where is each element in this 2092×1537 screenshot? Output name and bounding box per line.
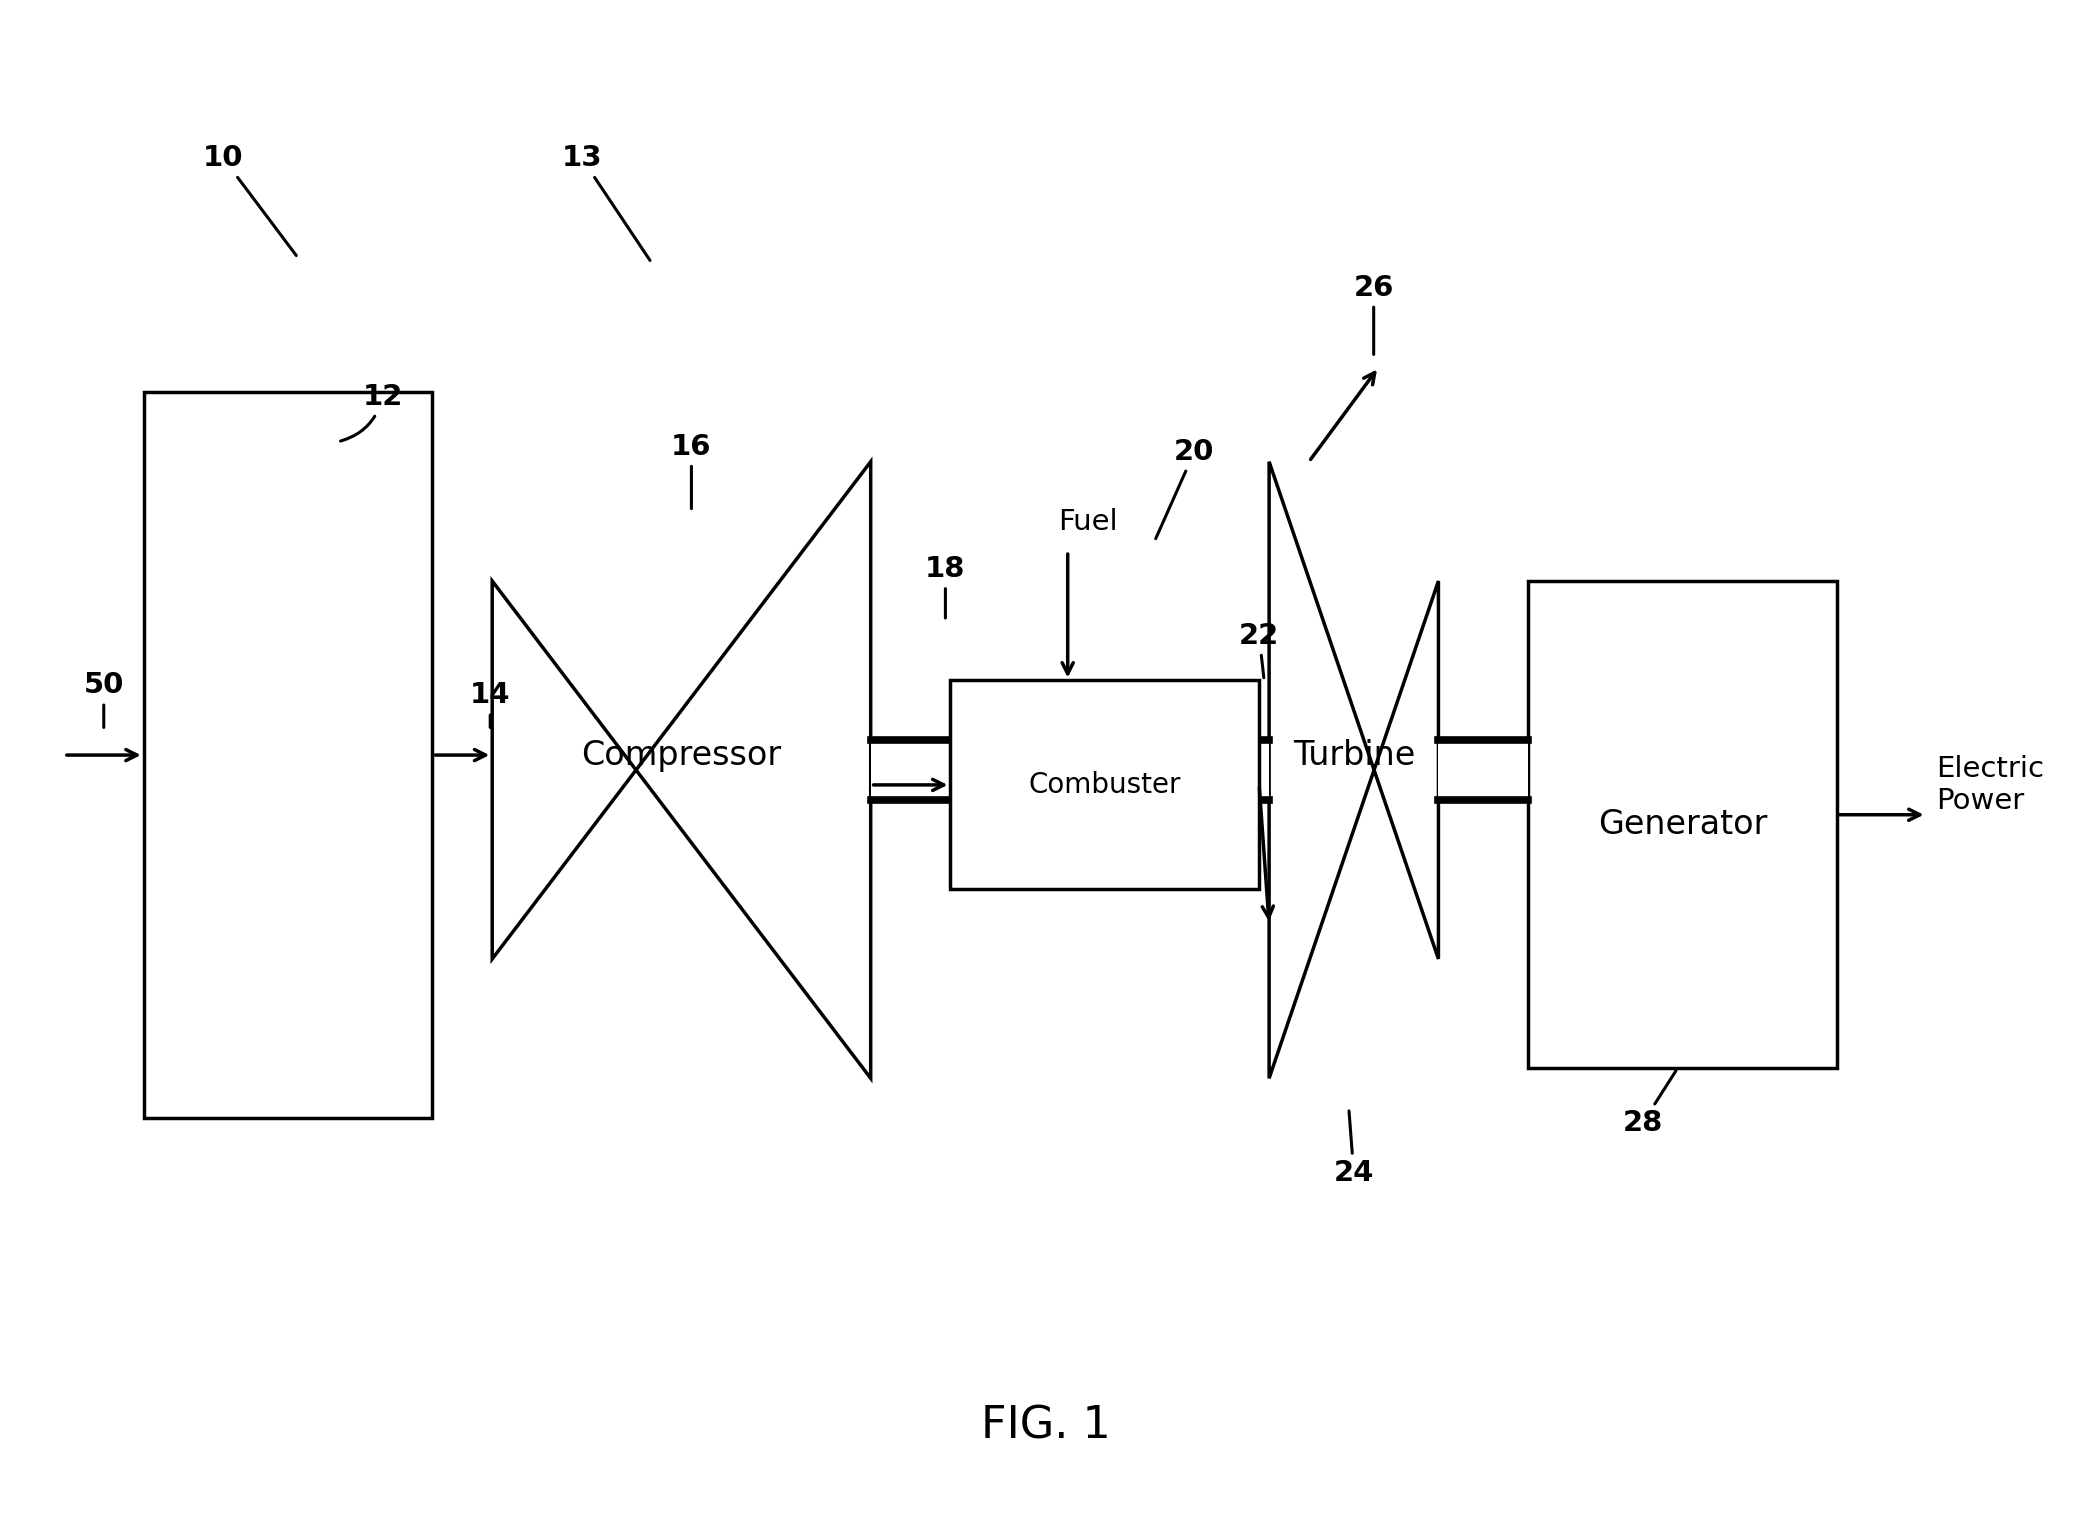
Text: 26: 26 bbox=[1354, 274, 1393, 355]
Text: 50: 50 bbox=[84, 672, 123, 727]
Bar bbox=[144, 392, 433, 1117]
Text: 16: 16 bbox=[672, 433, 711, 509]
Text: 24: 24 bbox=[1333, 1111, 1374, 1187]
Text: FIG. 1: FIG. 1 bbox=[981, 1405, 1111, 1448]
Polygon shape bbox=[492, 461, 870, 1079]
Text: Generator: Generator bbox=[1598, 808, 1768, 841]
Bar bbox=[950, 681, 1259, 890]
Text: 14: 14 bbox=[471, 681, 510, 727]
Text: 13: 13 bbox=[561, 144, 651, 260]
Text: 22: 22 bbox=[1238, 622, 1280, 678]
Text: Combuster: Combuster bbox=[1029, 772, 1182, 799]
Bar bbox=[1439, 741, 1527, 799]
Text: Compressor: Compressor bbox=[582, 739, 782, 772]
Text: 18: 18 bbox=[925, 555, 967, 618]
Text: Electric
Power: Electric Power bbox=[1937, 755, 2044, 815]
Text: Turbine: Turbine bbox=[1293, 739, 1414, 772]
Bar bbox=[870, 741, 1270, 799]
Bar bbox=[1527, 581, 1837, 1068]
Text: 20: 20 bbox=[1155, 438, 1215, 538]
Text: 28: 28 bbox=[1623, 1071, 1676, 1137]
Text: Fuel: Fuel bbox=[1059, 509, 1117, 536]
Text: 12: 12 bbox=[341, 383, 404, 441]
Text: 10: 10 bbox=[203, 144, 297, 255]
Polygon shape bbox=[1270, 461, 1439, 1079]
